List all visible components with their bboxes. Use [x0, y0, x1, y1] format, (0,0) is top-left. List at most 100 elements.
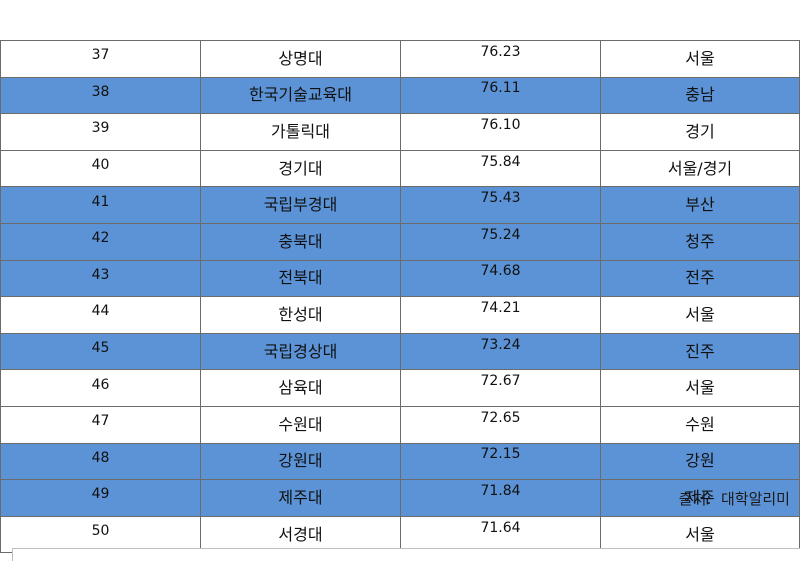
- score-cell-text: 72.65: [480, 409, 521, 426]
- table-row: 38 한국기술교육대 76.11 충남: [0, 76, 800, 115]
- score-cell-text: 72.15: [480, 446, 521, 463]
- rank-cell-text: 43: [91, 266, 110, 283]
- score-cell-text: 76.10: [480, 116, 521, 133]
- rank-cell: 41: [0, 186, 201, 224]
- table-row: 49 제주대 71.84 제주: [0, 479, 800, 517]
- table-row: 40 경기대 75.84 서울/경기: [0, 149, 800, 188]
- rank-cell-text: 47: [91, 413, 110, 430]
- score-cell-text: 71.84: [480, 482, 521, 499]
- score-cell: 71.84: [400, 479, 601, 517]
- university-cell: 서경대: [200, 515, 401, 554]
- score-cell-text: 72.67: [480, 373, 521, 390]
- university-cell: 한성대: [200, 296, 401, 334]
- score-cell-text: 73.24: [480, 336, 521, 353]
- university-cell: 상명대: [200, 40, 401, 78]
- rank-cell: 37: [0, 40, 201, 78]
- score-cell: 76.10: [400, 113, 601, 151]
- rank-cell: 46: [0, 369, 201, 407]
- region-cell: 전주: [600, 259, 800, 298]
- university-cell-text: 제주대: [278, 487, 323, 507]
- rank-cell-text: 45: [91, 340, 110, 357]
- region-cell: 서울/경기: [600, 149, 800, 188]
- rank-cell: 43: [0, 259, 201, 298]
- region-cell: 서울: [600, 296, 800, 334]
- university-cell: 경기대: [200, 149, 401, 188]
- region-cell-text: 서울/경기: [667, 158, 733, 178]
- score-cell: 72.65: [400, 405, 601, 444]
- rank-cell-text: 38: [91, 83, 110, 100]
- university-cell-text: 국립경상대: [263, 341, 338, 361]
- rank-cell: 38: [0, 76, 201, 115]
- region-cell: 제주: [600, 479, 800, 517]
- rank-cell: 39: [0, 113, 201, 151]
- region-cell-text: 수원: [685, 414, 715, 434]
- university-cell-text: 가톨릭대: [271, 121, 330, 141]
- region-cell: 강원: [600, 442, 800, 481]
- university-cell: 제주대: [200, 479, 401, 517]
- region-cell: 경기: [600, 113, 800, 151]
- source-caption: 출처: 대학알리미: [678, 490, 790, 508]
- region-cell: 부산: [600, 186, 800, 224]
- region-cell-text: 경기: [685, 121, 715, 141]
- rank-cell: 50: [0, 515, 201, 554]
- table-row: 48 강원대 72.15 강원: [0, 442, 800, 481]
- score-cell: 76.23: [400, 40, 601, 78]
- university-cell-text: 경기대: [278, 158, 323, 178]
- university-ranking-table: 37 상명대 76.23 서울 38 한국기술교육대 76.11 충남 39 가톨릭대 76.10 경…: [0, 40, 800, 554]
- university-cell-text: 한국기술교육대: [248, 85, 353, 105]
- university-cell-text: 한성대: [278, 304, 323, 324]
- score-cell-text: 75.24: [480, 226, 521, 243]
- rank-cell-text: 46: [91, 376, 110, 393]
- score-cell: 74.21: [400, 296, 601, 334]
- table-row: 46 삼육대 72.67 서울: [0, 369, 800, 407]
- university-cell-text: 강원대: [278, 451, 323, 471]
- rank-cell-text: 41: [91, 193, 110, 210]
- table-row: 45 국립경상대 73.24 진주: [0, 332, 800, 371]
- table-row: 47 수원대 72.65 수원: [0, 405, 800, 444]
- region-cell-text: 진주: [685, 341, 715, 361]
- score-cell-text: 76.23: [480, 43, 521, 60]
- score-cell: 75.84: [400, 149, 601, 188]
- region-cell: 수원: [600, 405, 800, 444]
- university-cell: 강원대: [200, 442, 401, 481]
- region-cell-text: 청주: [685, 231, 715, 251]
- region-cell: 서울: [600, 40, 800, 78]
- table-row: 39 가톨릭대 76.10 경기: [0, 113, 800, 151]
- university-cell: 국립부경대: [200, 186, 401, 224]
- region-cell-text: 충남: [685, 85, 715, 105]
- score-cell: 72.15: [400, 442, 601, 481]
- university-cell-text: 상명대: [278, 48, 323, 68]
- university-cell: 가톨릭대: [200, 113, 401, 151]
- university-cell: 전북대: [200, 259, 401, 298]
- rank-cell: 42: [0, 222, 201, 261]
- table-row: 37 상명대 76.23 서울: [0, 40, 800, 78]
- rank-cell: 48: [0, 442, 201, 481]
- university-cell-text: 국립부경대: [263, 195, 338, 215]
- university-cell: 충북대: [200, 222, 401, 261]
- rank-cell-text: 40: [91, 157, 110, 174]
- rank-cell-text: 37: [91, 47, 110, 64]
- table-row: 44 한성대 74.21 서울: [0, 296, 800, 334]
- rank-cell: 44: [0, 296, 201, 334]
- score-cell-text: 74.21: [480, 299, 521, 316]
- table-row: 43 전북대 74.68 전주: [0, 259, 800, 298]
- score-cell-text: 76.11: [480, 80, 521, 97]
- score-cell: 74.68: [400, 259, 601, 298]
- rank-cell: 40: [0, 149, 201, 188]
- score-cell: 76.11: [400, 76, 601, 115]
- rank-cell-text: 49: [91, 486, 110, 503]
- ranking-sheet: 37 상명대 76.23 서울 38 한국기술교육대 76.11 충남 39 가톨릭대 76.10 경…: [0, 40, 800, 554]
- university-cell: 한국기술교육대: [200, 76, 401, 115]
- rank-cell: 49: [0, 479, 201, 517]
- score-cell-text: 75.43: [480, 190, 521, 207]
- score-cell: 72.67: [400, 369, 601, 407]
- rank-cell-text: 42: [91, 230, 110, 247]
- rank-cell-text: 44: [91, 303, 110, 320]
- rank-cell: 47: [0, 405, 201, 444]
- score-cell-text: 75.84: [480, 153, 521, 170]
- region-cell-text: 서울: [685, 48, 715, 68]
- page-divider: [12, 548, 800, 561]
- rank-cell-text: 48: [91, 449, 110, 466]
- university-cell: 삼육대: [200, 369, 401, 407]
- region-cell: 서울: [600, 515, 800, 554]
